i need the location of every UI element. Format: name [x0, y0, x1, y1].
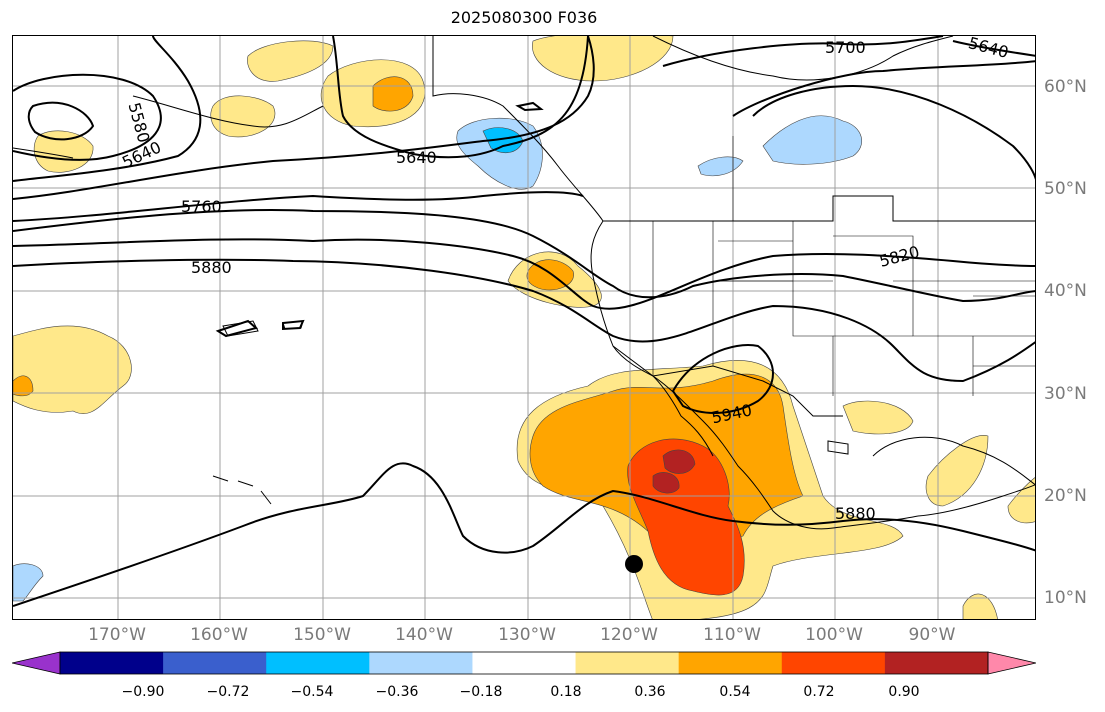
colorbar-tick: 0.36	[634, 684, 666, 700]
lat-label: 60°N	[1044, 77, 1087, 97]
contour-label: 5640	[966, 36, 1010, 62]
negative-anomaly-area	[762, 115, 862, 165]
anomaly-shading	[13, 36, 1035, 619]
contour-label: 5700	[825, 38, 866, 57]
colorbar-tick: −0.90	[121, 684, 165, 700]
colorbar-tick: 0.54	[719, 684, 751, 700]
lat-label: 20°N	[1044, 486, 1087, 506]
map-title: 2025080300 F036	[450, 8, 598, 27]
contour-label: 5820	[877, 242, 921, 271]
contour-label: 5880	[191, 258, 232, 277]
lon-label: 130°W	[498, 625, 556, 645]
negative-anomaly-area	[697, 156, 744, 177]
contour-label: 5640	[396, 148, 437, 167]
colorbar-tick: −0.54	[290, 684, 334, 700]
lon-label: 150°W	[293, 625, 351, 645]
colorbar-segment	[472, 652, 577, 674]
height-contours	[13, 36, 1035, 607]
lat-label: 50°N	[1044, 179, 1087, 199]
positive-anomaly-area	[247, 40, 334, 82]
contour-labels: 5580 5640 5640 5700 5640 5760 5880 5820 …	[119, 36, 1010, 523]
positive-anomaly-area	[13, 325, 132, 414]
colorbar-tick: 0.18	[550, 684, 582, 700]
colorbar-tick: −0.36	[375, 684, 419, 700]
colorbar	[12, 651, 1036, 675]
colorbar-outline	[59, 651, 989, 675]
positive-anomaly-area	[662, 449, 696, 474]
positive-anomaly-area	[13, 375, 34, 397]
lon-label: 100°W	[805, 625, 863, 645]
colorbar-segment	[369, 652, 473, 674]
colorbar-segment	[678, 652, 783, 674]
colorbar-segment	[575, 652, 680, 674]
lat-label: 40°N	[1044, 281, 1087, 301]
map-canvas: 5580 5640 5640 5700 5640 5760 5880 5820 …	[13, 36, 1035, 619]
lon-label: 90°W	[908, 625, 956, 645]
colorbar-extend-low	[12, 651, 61, 675]
lon-label: 160°W	[190, 625, 248, 645]
positive-anomaly-area	[842, 400, 914, 435]
location-marker	[625, 555, 643, 573]
lat-label: 10°N	[1044, 588, 1087, 608]
colorbar-tick: 0.72	[803, 684, 835, 700]
colorbar-segment	[266, 652, 370, 674]
contour-label: 5760	[181, 197, 222, 216]
colorbar-segment	[163, 652, 267, 674]
colorbar-extend-high	[987, 651, 1036, 675]
positive-anomaly-area	[532, 36, 674, 82]
positive-anomaly-area	[372, 76, 414, 112]
lon-label: 110°W	[703, 625, 761, 645]
contour-label: 5880	[835, 504, 876, 523]
positive-anomaly-area	[1007, 477, 1035, 524]
colorbar-segment	[884, 652, 989, 674]
colorbar-tick: 0.90	[888, 684, 920, 700]
contour-label: 5580	[125, 100, 154, 144]
map-frame: 5580 5640 5640 5700 5640 5760 5880 5820 …	[12, 35, 1036, 620]
colorbar-segment	[781, 652, 886, 674]
colorbar-tick: −0.72	[206, 684, 250, 700]
lat-label: 30°N	[1044, 384, 1087, 404]
positive-anomaly-area	[652, 472, 680, 494]
lon-label: 140°W	[395, 625, 453, 645]
colorbar-tick: −0.18	[459, 684, 503, 700]
lon-label: 120°W	[600, 625, 658, 645]
lon-label: 170°W	[88, 625, 146, 645]
positive-anomaly-area	[925, 435, 989, 507]
graticule	[13, 36, 1035, 619]
colorbar-segment	[60, 652, 164, 674]
negative-anomaly-area	[13, 563, 44, 602]
